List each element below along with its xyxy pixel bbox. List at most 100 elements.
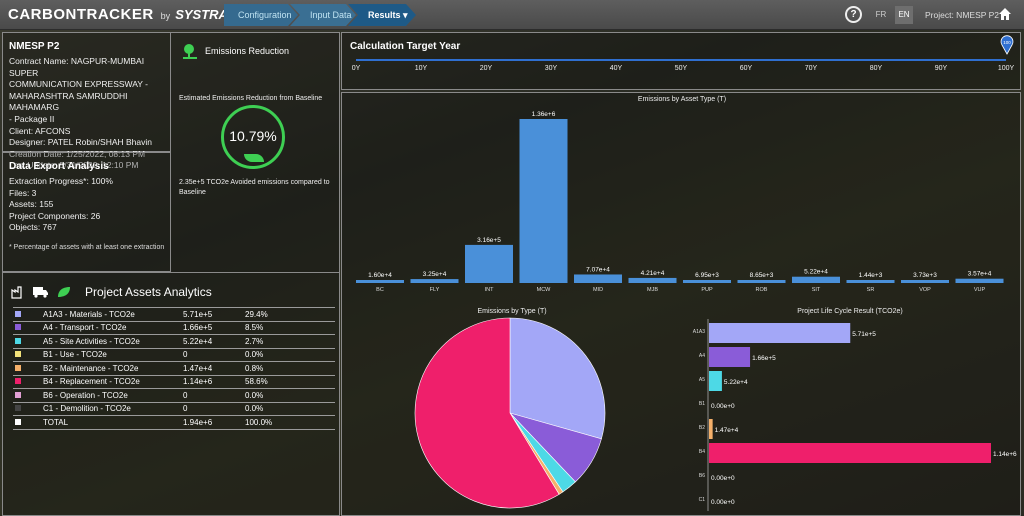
app-logo[interactable]: CARBONTRACKER by SYSTRA [8, 6, 228, 24]
lifecycle-category-label: B1 [699, 401, 705, 407]
logo-text: CARBONTRACKER [8, 6, 154, 23]
year-tick: 10Y [414, 65, 428, 72]
tree-icon [183, 44, 197, 59]
reduction-title: Emissions Reduction [205, 46, 290, 56]
bar-data-label: 3.16e+5 [477, 237, 501, 244]
bar [356, 280, 404, 283]
lifecycle-category-label: A5 [699, 377, 705, 383]
truck-icon [33, 287, 48, 298]
bar-category-label: PUP [701, 287, 713, 293]
lifecycle-data-label: 1.47e+4 [715, 427, 739, 434]
asset-label: A4 - Transport - TCO2e [43, 320, 183, 335]
table-row: A1A3 - Materials - TCO2e 5.71e+5 29.4% [13, 307, 335, 321]
year-tick: 60Y [739, 65, 753, 72]
help-icon[interactable]: ? [845, 6, 862, 23]
asset-percent: 0.0% [245, 347, 335, 362]
lifecycle-data-label: 0.00e+0 [711, 475, 735, 482]
export-title: Data Export Analysis [9, 161, 109, 172]
export-line: Extraction Progress*: 100% [9, 176, 113, 186]
leaf-icon [244, 154, 264, 162]
asset-value: 0 [183, 388, 245, 402]
table-row: B1 - Use - TCO2e 0 0.0% [13, 347, 335, 362]
bar-chart-title: Emissions by Asset Type (T) [638, 96, 726, 103]
lifecycle-bar [709, 419, 713, 439]
asset-value: 5.22e+4 [183, 334, 245, 348]
table-row: TOTAL 1.94e+6 100.0% [13, 415, 335, 430]
asset-label: TOTAL [43, 415, 183, 430]
assets-table: A1A3 - Materials - TCO2e 5.71e+5 29.4% A4 -… [13, 307, 335, 430]
lifecycle-chart-title: Project Life Cycle Result (TCO2e) [797, 308, 902, 315]
bar-category-label: INT [485, 287, 495, 293]
asset-value: 5.71e+5 [183, 307, 245, 321]
legend-swatch [15, 364, 21, 371]
lang-fr-button[interactable]: FR [875, 10, 887, 19]
lifecycle-category-label: A4 [699, 353, 705, 359]
project-label: Project: NMESP P2 [925, 10, 1000, 20]
lifecycle-category-label: B2 [699, 425, 705, 431]
bar-category-label: FLY [430, 287, 440, 293]
table-row: B4 - Replacement - TCO2e 1.14e+6 58.6% [13, 374, 335, 389]
info-line: Contract Name: NAGPUR-MUMBAI SUPER [9, 56, 145, 78]
export-line: Files: 3 [9, 187, 37, 198]
bar [792, 276, 840, 283]
bar-category-label: SR [867, 287, 875, 293]
lifecycle-bar [709, 371, 722, 391]
step-results[interactable]: Results ▾ [348, 4, 416, 26]
step-configuration[interactable]: Configuration [224, 4, 298, 26]
bar-category-label: SIT [812, 287, 821, 293]
bar-category-label: ROB [756, 287, 768, 293]
legend-swatch [15, 418, 21, 425]
legend-swatch [15, 337, 21, 344]
target-year-slider[interactable] [356, 59, 1006, 61]
year-tick: 70Y [804, 65, 818, 72]
lifecycle-data-label: 5.71e+5 [852, 331, 876, 338]
assets-title: Project Assets Analytics [85, 285, 212, 299]
legend-swatch [15, 405, 21, 412]
table-row: B2 - Maintenance - TCO2e 1.47e+4 0.8% [13, 361, 335, 375]
bar-data-label: 1.60e+4 [368, 272, 392, 279]
target-title: Calculation Target Year [350, 41, 461, 52]
asset-value: 0 [183, 347, 245, 362]
table-row: A4 - Transport - TCO2e 1.66e+5 8.5% [13, 320, 335, 335]
bar [955, 278, 1004, 283]
step-input-data[interactable]: Input Data [290, 4, 356, 26]
legend-swatch [15, 310, 21, 317]
year-tick: 20Y [479, 65, 493, 72]
asset-label: B2 - Maintenance - TCO2e [43, 361, 183, 375]
lifecycle-data-label: 0.00e+0 [711, 403, 735, 410]
target-year-panel: Calculation Target Year 0Y 10Y 20Y 30Y 40Y 50… [341, 32, 1021, 90]
asset-percent: 29.4% [245, 307, 335, 321]
asset-percent: 100.0% [245, 415, 335, 430]
bar-data-label: 3.73e+3 [913, 272, 937, 279]
reduction-note: 2.35e+5 TCO2e Avoided emissions compared… [179, 179, 330, 196]
asset-percent: 58.6% [245, 374, 335, 389]
factory-icon [11, 286, 22, 299]
export-line: Project Components: 26 [9, 210, 101, 221]
bar-data-label: 1.44e+3 [859, 272, 883, 279]
info-line: Last Update: 5/31/2022, 12:10 PM [9, 160, 139, 171]
info-line: Designer: PATEL Robin/SHAH Bhavin [9, 137, 152, 148]
bar [737, 280, 786, 283]
lang-en-button[interactable]: EN [895, 6, 913, 24]
export-line: Objects: 767 [9, 222, 57, 233]
table-row: B6 - Operation - TCO2e 0 0.0% [13, 388, 335, 402]
slider-handle[interactable]: 100 [1000, 35, 1014, 55]
lifecycle-bar [709, 347, 751, 367]
asset-value: 1.14e+6 [183, 374, 245, 389]
reduction-gauge: 10.79% [221, 105, 285, 169]
info-line: Creation Date: 1/25/2022, 08:13 PM [9, 148, 146, 159]
bar-category-label: BC [376, 287, 384, 293]
lifecycle-category-label: B6 [699, 473, 705, 479]
bar-data-label: 1.36e+6 [532, 111, 556, 118]
asset-percent: 8.5% [245, 320, 335, 335]
home-icon[interactable] [998, 7, 1012, 21]
pie-slice [509, 317, 606, 440]
year-tick: 0Y [351, 65, 361, 72]
year-tick: 30Y [544, 65, 558, 72]
bar [574, 274, 622, 283]
asset-percent: 0.0% [245, 388, 335, 402]
export-line: Assets: 155 [9, 199, 54, 210]
logo-brand: SYSTRA [175, 7, 228, 22]
bar [465, 244, 513, 283]
bar [683, 280, 731, 283]
